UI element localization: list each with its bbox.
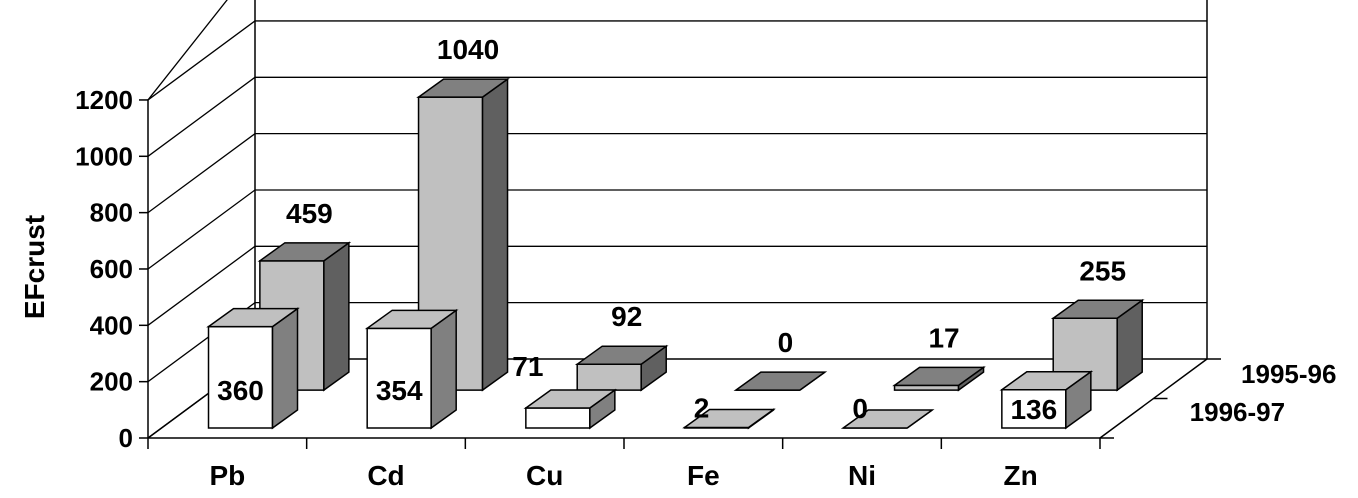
y-tick-label: 400 (90, 310, 133, 340)
x-category-label: Pb (209, 460, 245, 491)
left-wall-gridline (147, 76, 256, 157)
bar-top-face (206, 307, 300, 328)
bar-1995-96-Ni (892, 365, 986, 392)
left-wall-gridline (147, 133, 256, 214)
y-tick-label: 200 (90, 367, 133, 397)
bar-1995-96-Fe (733, 371, 828, 391)
y-tick-label: 800 (90, 198, 133, 228)
x-category-label: Cd (367, 460, 404, 491)
data-label: 92 (611, 301, 642, 332)
data-label: 71 (512, 351, 543, 382)
series-label: 1995-96 (1241, 359, 1336, 389)
bar-top-face (999, 370, 1094, 391)
labels: 459 1040 92 0 17 255 360 354 71 2 0 136 (217, 34, 1126, 425)
bar-side-face (271, 307, 299, 430)
bar-top-face (733, 371, 828, 391)
x-category-label: Fe (687, 460, 720, 491)
bar-side-face (430, 308, 457, 430)
data-label: 354 (376, 375, 423, 406)
data-label: 2 (694, 392, 710, 423)
left-wall-gridline (147, 245, 256, 326)
data-label: 255 (1079, 255, 1126, 286)
bar-side-face (323, 241, 350, 392)
bar-side-face (481, 77, 509, 392)
data-label: 1040 (437, 34, 499, 65)
data-label: 0 (778, 327, 794, 358)
x-category-label: Cu (526, 460, 563, 491)
bar-top-face (257, 242, 352, 262)
y-tick-label: 1000 (75, 141, 133, 171)
bar-front-face (525, 407, 591, 429)
bar-top-face (682, 408, 776, 429)
x-category-label: Zn (1004, 460, 1038, 491)
x-category-label: Ni (848, 460, 876, 491)
data-label: 0 (852, 393, 868, 424)
bar-top-face (364, 309, 459, 330)
bar-1996-97-Fe (682, 408, 776, 430)
y-tick-label: 0 (119, 423, 133, 453)
y-tick-label: 1200 (75, 85, 133, 115)
left-wall-top-edge (147, 0, 228, 101)
bar-front-face (576, 363, 642, 391)
bar-1996-97-Cu (523, 388, 618, 430)
data-label: 17 (928, 322, 959, 353)
data-label: 136 (1010, 394, 1057, 425)
y-axis-label: EFcrust (19, 215, 50, 319)
bar-1996-97-Ni (840, 409, 935, 429)
bar-top-face (892, 366, 986, 387)
data-label: 459 (286, 198, 333, 229)
bar-top-face (523, 389, 618, 409)
series-label: 1996-97 (1190, 397, 1285, 427)
y-tick-label: 600 (90, 254, 133, 284)
bar-1996-97-Zn (999, 370, 1094, 430)
bar-top-face (840, 409, 935, 429)
data-label: 360 (217, 375, 264, 406)
bar-1996-97-Pb (206, 307, 300, 430)
left-wall-gridline (147, 20, 256, 101)
bar-top-face (574, 345, 669, 365)
bar-1995-96-Cu (574, 344, 669, 392)
bar-top-face (1050, 299, 1145, 320)
left-wall-gridline (147, 189, 256, 270)
bar-top-face (416, 78, 510, 98)
bar-1996-97-Cd (364, 308, 459, 430)
bars (206, 77, 1145, 430)
